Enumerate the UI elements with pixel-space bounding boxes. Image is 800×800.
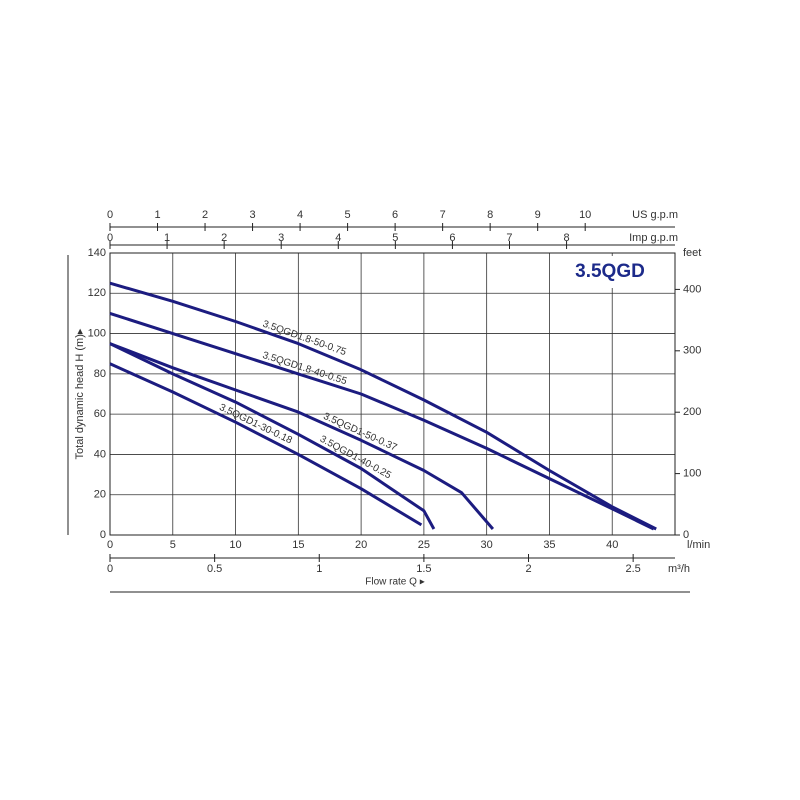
y2-tick-label: 300 bbox=[683, 345, 701, 357]
secondary-tick-label: 1.5 bbox=[416, 563, 431, 575]
y-tick-label: 60 bbox=[94, 408, 106, 420]
secondary-tick-label: 3 bbox=[278, 232, 284, 244]
secondary-tick-label: 1 bbox=[316, 563, 322, 575]
secondary-tick-label: 2 bbox=[525, 563, 531, 575]
y-tick-label: 80 bbox=[94, 368, 106, 380]
secondary-tick-label: 2 bbox=[202, 209, 208, 221]
secondary-tick-label: 0 bbox=[107, 563, 113, 575]
y-axis-label: Total dynamic head H (m)▸ bbox=[74, 328, 86, 459]
x-axis-unit: l/min bbox=[687, 539, 710, 551]
curve bbox=[109, 362, 423, 527]
secondary-tick-label: 1 bbox=[164, 232, 170, 244]
curve bbox=[109, 281, 657, 531]
y-tick-label: 120 bbox=[88, 287, 106, 299]
secondary-tick-label: 5 bbox=[392, 232, 398, 244]
chart-title: 3.5QGD bbox=[575, 261, 645, 282]
secondary-tick-label: 10 bbox=[579, 209, 591, 221]
y2-axis-label: feet bbox=[683, 247, 701, 259]
secondary-tick-label: 5 bbox=[345, 209, 351, 221]
x-tick-label: 15 bbox=[292, 539, 304, 551]
curve-label: 3.5QGD1-30-0.18 bbox=[217, 402, 294, 447]
x-tick-label: 35 bbox=[543, 539, 555, 551]
x-tick-label: 40 bbox=[606, 539, 618, 551]
secondary-tick-label: 6 bbox=[449, 232, 455, 244]
secondary-tick-label: 0 bbox=[107, 232, 113, 244]
secondary-tick-label: 7 bbox=[506, 232, 512, 244]
x-tick-label: 5 bbox=[170, 539, 176, 551]
title-box bbox=[552, 256, 672, 288]
secondary-tick-label: 8 bbox=[564, 232, 570, 244]
y-tick-label: 140 bbox=[88, 247, 106, 259]
secondary-tick-label: 3 bbox=[249, 209, 255, 221]
secondary-tick-label: 2.5 bbox=[625, 563, 640, 575]
secondary-tick-label: 1 bbox=[154, 209, 160, 221]
secondary-tick-label: 4 bbox=[297, 209, 303, 221]
secondary-tick-label: 9 bbox=[535, 209, 541, 221]
secondary-axis-unit: Imp g.p.m bbox=[629, 232, 678, 244]
x-tick-label: 10 bbox=[229, 539, 241, 551]
x-tick-label: 20 bbox=[355, 539, 367, 551]
y-tick-label: 100 bbox=[88, 327, 106, 339]
y2-tick-label: 200 bbox=[683, 406, 701, 418]
x-tick-label: 25 bbox=[418, 539, 430, 551]
y-tick-label: 0 bbox=[100, 529, 106, 541]
x-tick-label: 0 bbox=[107, 539, 113, 551]
secondary-tick-label: 6 bbox=[392, 209, 398, 221]
secondary-tick-label: 7 bbox=[440, 209, 446, 221]
y2-tick-label: 0 bbox=[683, 529, 689, 541]
curve bbox=[109, 311, 655, 531]
y2-tick-label: 400 bbox=[683, 283, 701, 295]
plot-frame bbox=[109, 252, 676, 536]
secondary-tick-label: 0.5 bbox=[207, 563, 222, 575]
x-tick-label: 30 bbox=[481, 539, 493, 551]
curve bbox=[109, 342, 436, 530]
secondary-tick-label: 0 bbox=[107, 209, 113, 221]
y-tick-label: 40 bbox=[94, 448, 106, 460]
y-tick-label: 20 bbox=[94, 489, 106, 501]
y2-tick-label: 100 bbox=[683, 468, 701, 480]
secondary-tick-label: 8 bbox=[487, 209, 493, 221]
secondary-axis-unit: m³/h bbox=[668, 563, 690, 575]
curve-label: 3.5QGD1.8-40-0.55 bbox=[261, 350, 348, 387]
curve bbox=[109, 342, 495, 530]
flow-label: Flow rate Q ▸ bbox=[365, 577, 424, 588]
secondary-tick-label: 2 bbox=[221, 232, 227, 244]
secondary-axis-unit: US g.p.m bbox=[632, 209, 678, 221]
secondary-tick-label: 4 bbox=[335, 232, 341, 244]
